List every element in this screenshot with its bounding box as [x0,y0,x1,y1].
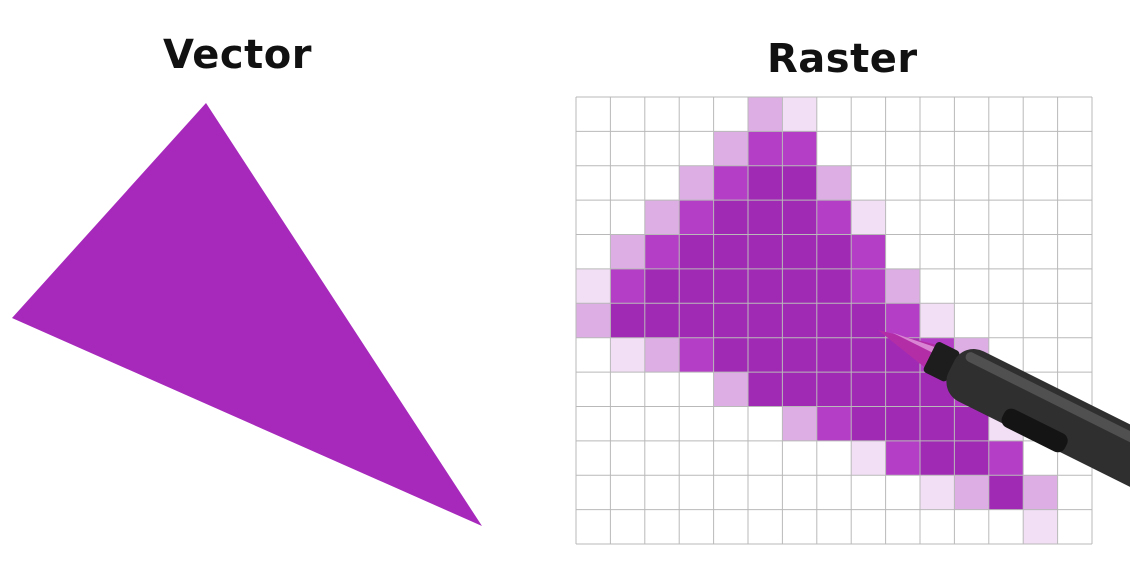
raster-pixel [851,372,886,407]
raster-pixel [679,337,714,373]
raster-pixel [644,303,680,338]
raster-pixel [816,303,852,338]
raster-pixel [713,200,748,235]
raster-pixel [679,165,714,201]
raster-pixel [713,303,748,338]
raster-pixel [988,475,1024,510]
raster-pixel [782,200,817,235]
raster-pixel [954,475,989,510]
raster-pixel [782,406,817,441]
raster-pixel [610,268,645,304]
raster-pixel [851,200,886,235]
raster-pixel [748,234,783,269]
raster-pixel [885,372,920,407]
raster-pixel [920,440,955,476]
pen-body [946,349,1130,492]
raster-pixel [782,372,817,407]
raster-pixel [920,406,955,441]
raster-pixel [748,131,783,166]
raster-pixel [782,268,817,304]
raster-pixel [816,406,852,441]
raster-pixel [816,372,852,407]
raster-pixel [1023,509,1058,544]
vector-title: Vector [163,32,312,78]
raster-pixel [954,440,989,476]
pen-side-button [1001,408,1068,453]
raster-pixel [576,268,611,304]
raster-pixel [748,337,783,373]
raster-pixel [851,337,886,373]
raster-pixel [816,268,852,304]
raster-pixel [713,372,748,407]
pen-tip [878,330,938,369]
raster-pixel [851,268,886,304]
raster-pixel [851,406,886,441]
pen-tip-highlight [892,332,935,353]
raster-pixel [610,234,645,269]
raster-pixel [851,440,886,476]
vector-triangle [12,103,482,526]
raster-pixel [816,337,852,373]
raster-title: Raster [767,36,918,82]
raster-pixel [748,268,783,304]
raster-pixel [816,234,852,269]
raster-pixel [920,475,955,510]
raster-pixel [713,131,748,166]
raster-pixel [885,406,920,441]
raster-pixel [644,234,680,269]
raster-pixel [782,97,817,132]
raster-pixel [782,234,817,269]
raster-pixel [748,97,783,132]
raster-pixel [816,165,852,201]
raster-pixel [851,234,886,269]
raster-pixel [713,234,748,269]
raster-pixel [748,200,783,235]
pen-body-shine [965,352,1130,456]
raster-pixel [644,268,680,304]
raster-pixel [576,303,611,338]
raster-pixel [885,303,920,338]
raster-pixel [713,337,748,373]
raster-pixel [748,372,783,407]
raster-pixel [679,303,714,338]
stylus-pen-icon [878,330,1130,492]
raster-pixel [644,337,680,373]
raster-pixel [679,200,714,235]
raster-grid-lines [575,96,1093,545]
raster-pixel [610,337,645,373]
raster-pixel [851,303,886,338]
raster-pixel [679,268,714,304]
raster-pixel [782,303,817,338]
raster-pixel [782,337,817,373]
raster-pixel [885,440,920,476]
raster-pixel [713,268,748,304]
raster-pixel [644,200,680,235]
vector-panel [12,103,482,526]
raster-pixel [713,165,748,201]
raster-pixel [782,165,817,201]
raster-pixel [748,303,783,338]
raster-pixel [885,268,920,304]
raster-pixel [782,131,817,166]
raster-pixel [816,200,852,235]
raster-pixel [920,303,955,338]
raster-pixel [748,165,783,201]
raster-pixel [610,303,645,338]
raster-pixel [1023,475,1058,510]
raster-pixel [988,440,1024,476]
raster-pixel [679,234,714,269]
